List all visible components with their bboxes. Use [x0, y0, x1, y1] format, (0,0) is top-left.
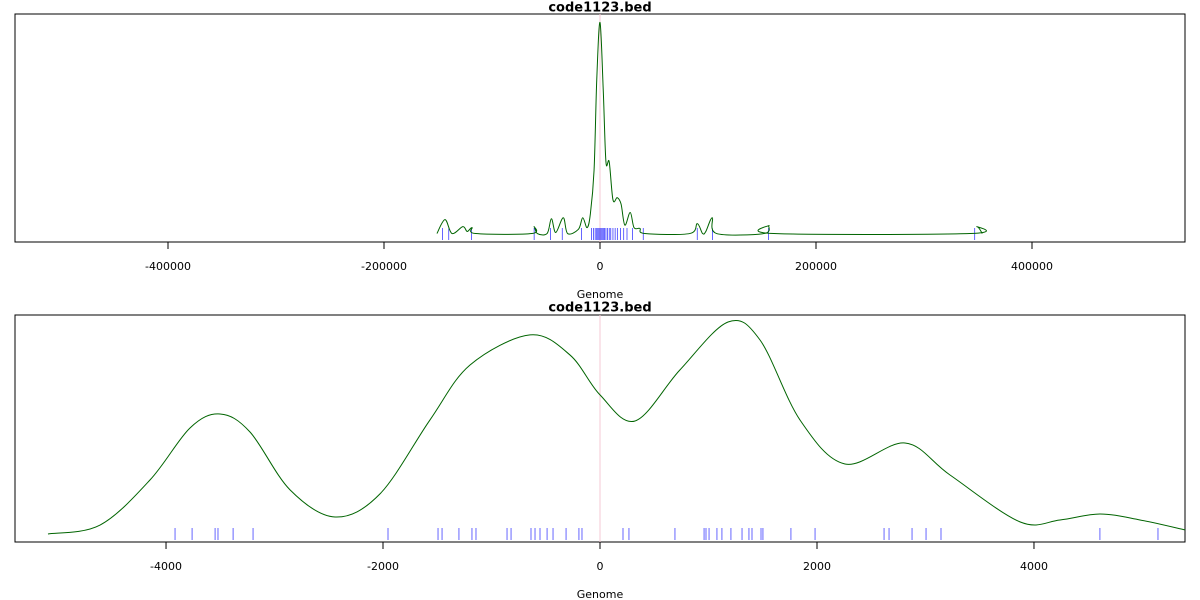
x-tick-label: -200000	[361, 260, 407, 273]
x-tick-label: 0	[597, 260, 604, 273]
x-tick-label: -2000	[367, 560, 399, 573]
x-tick-label: 2000	[803, 560, 831, 573]
x-tick-label: 400000	[1011, 260, 1053, 273]
chart-title: code1123.bed	[548, 1, 651, 16]
x-tick-label: 200000	[795, 260, 837, 273]
x-tick-label: 0	[597, 560, 604, 573]
x-axis-label: Genome	[577, 588, 624, 600]
density-line	[47, 319, 1186, 535]
x-axis-label: Genome	[577, 288, 624, 301]
density-line	[436, 21, 987, 236]
x-tick-label: -400000	[145, 260, 191, 273]
x-tick-label: 4000	[1020, 560, 1048, 573]
chart-title: code1123.bed	[548, 301, 651, 316]
x-tick-label: -4000	[150, 560, 182, 573]
